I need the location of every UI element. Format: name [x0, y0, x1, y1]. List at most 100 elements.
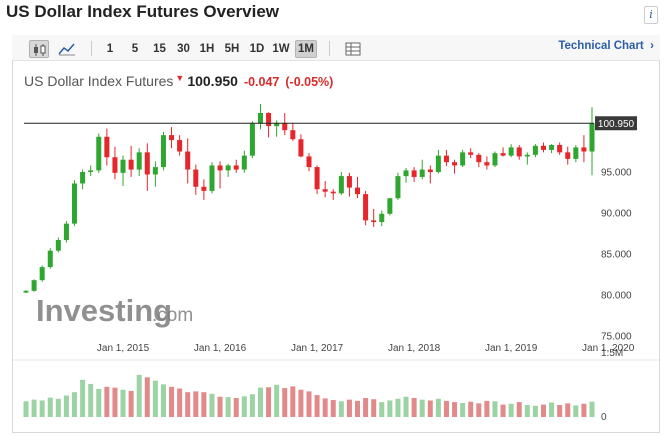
- volume-bar: [80, 379, 86, 417]
- toolbar-separator: [329, 41, 330, 56]
- candle-body: [524, 154, 530, 157]
- candle-body: [338, 176, 344, 194]
- volume-bar: [298, 389, 304, 417]
- candle-body: [452, 162, 458, 166]
- volume-bar: [476, 403, 482, 417]
- timeframe-1d[interactable]: 1D: [249, 43, 265, 55]
- volume-bar: [330, 400, 336, 417]
- candle-body: [201, 186, 207, 191]
- y-axis: 75.000 80.000 85.000 90.000 95.000: [601, 168, 632, 343]
- candle: [395, 172, 401, 200]
- candle: [549, 144, 555, 154]
- candle: [306, 153, 312, 172]
- candle: [532, 144, 538, 158]
- table-icon[interactable]: [343, 40, 363, 58]
- quote-header: US Dollar Index Futures ▼ 100.950 -0.047 (-0…: [24, 73, 333, 89]
- volume-axis: 1.5M 0: [601, 348, 623, 423]
- volume-bar: [144, 377, 150, 417]
- volume-bar: [387, 400, 393, 417]
- volume-bar: [435, 398, 441, 417]
- candle-body: [565, 152, 571, 159]
- volume-bar: [468, 401, 474, 417]
- candle: [411, 167, 417, 182]
- candle-body: [31, 280, 37, 291]
- candle: [427, 165, 433, 184]
- volume-bar: [532, 405, 538, 417]
- timeframe-1w[interactable]: 1W: [272, 43, 290, 55]
- candle: [557, 142, 563, 155]
- candle-body: [193, 169, 199, 187]
- candle: [476, 153, 482, 168]
- volume-bar: [201, 392, 207, 417]
- timeframe-1h[interactable]: 1H: [199, 43, 215, 55]
- volume-bar: [233, 397, 239, 417]
- volume-bar: [152, 380, 158, 417]
- volume-bar: [549, 402, 555, 417]
- candle-body: [460, 152, 466, 166]
- x-tick-label: Jan 1, 2015: [97, 343, 150, 354]
- candle: [500, 147, 506, 157]
- volume-bar: [266, 387, 272, 417]
- candle-body: [136, 152, 142, 170]
- down-arrow-icon: ▼: [175, 73, 185, 83]
- timeframe-1m[interactable]: 1M: [295, 40, 317, 58]
- candle: [540, 142, 546, 153]
- candle: [169, 126, 175, 149]
- volume-bar: [573, 405, 579, 417]
- candle-body: [540, 145, 546, 150]
- candle-body: [581, 147, 587, 152]
- candle-body: [169, 135, 175, 141]
- candle: [419, 159, 425, 180]
- volume-bar: [524, 405, 530, 417]
- candle-body: [306, 156, 312, 168]
- candle-body: [468, 152, 474, 155]
- technical-chart-link[interactable]: Technical Chart ›: [558, 40, 654, 52]
- candle-body: [72, 183, 78, 224]
- candle: [88, 165, 94, 177]
- candle-body: [532, 145, 538, 155]
- volume-bars: [23, 374, 595, 417]
- timeframe-30[interactable]: 30: [177, 43, 190, 55]
- info-icon[interactable]: i: [644, 6, 658, 24]
- volume-bar: [427, 400, 433, 417]
- candles: [23, 104, 595, 294]
- candle: [185, 138, 191, 184]
- volume-bar: [96, 388, 102, 417]
- candle: [379, 210, 385, 227]
- volume-bar: [112, 387, 118, 417]
- area-chart-icon[interactable]: [57, 40, 77, 58]
- candle: [314, 165, 320, 195]
- volume-bar: [540, 404, 546, 417]
- timeframe-5[interactable]: 5: [131, 43, 139, 55]
- candle-body: [104, 136, 110, 158]
- x-axis: Jan 1, 2015 Jan 1, 2016 Jan 1, 2017 Jan 1, …: [97, 343, 635, 354]
- y-tick-label: 80.000: [601, 290, 632, 301]
- volume-tick-label: 1.5M: [601, 348, 623, 359]
- candle: [112, 146, 118, 180]
- candle: [47, 248, 53, 269]
- volume-bar: [500, 404, 506, 417]
- candle: [201, 179, 207, 200]
- volume-bar: [355, 400, 361, 417]
- x-tick-label: Jan 1, 2020: [582, 343, 635, 354]
- timeframe-1[interactable]: 1: [106, 43, 114, 55]
- volume-bar: [581, 403, 587, 417]
- toolbar-separator: [91, 41, 92, 56]
- watermark-suffix: .com: [152, 305, 193, 326]
- timeframe-15[interactable]: 15: [153, 43, 166, 55]
- chart-toolbar: 1 5 15 30 1H 5H 1D 1W 1M Technical Chart…: [12, 35, 660, 61]
- candle-body: [233, 165, 239, 170]
- candle-body: [39, 267, 45, 281]
- candle-body: [217, 165, 223, 171]
- candle-body: [508, 147, 514, 156]
- candle-body: [419, 169, 425, 177]
- instrument-name: US Dollar Index Futures: [24, 73, 174, 89]
- candle: [484, 156, 490, 170]
- candle-body: [274, 122, 280, 127]
- x-tick-label: Jan 1, 2017: [291, 343, 344, 354]
- timeframe-5h[interactable]: 5H: [224, 43, 240, 55]
- candlestick-icon[interactable]: [29, 40, 49, 58]
- volume-bar: [403, 396, 409, 417]
- volume-bar: [55, 398, 61, 417]
